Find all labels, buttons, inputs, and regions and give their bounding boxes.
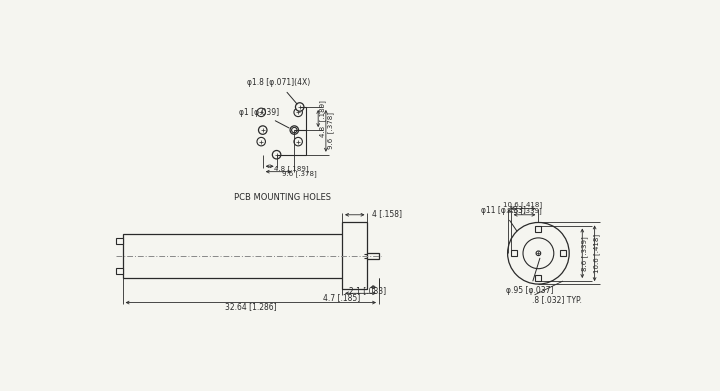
Bar [117,238,122,244]
Circle shape [523,238,554,269]
Text: φ1.8 [φ.071](4X): φ1.8 [φ.071](4X) [248,79,310,104]
Text: 4 [.158]: 4 [.158] [372,210,402,219]
Bar [117,268,122,274]
Text: φ11 [φ.433]: φ11 [φ.433] [481,206,526,231]
Bar [342,222,367,289]
Text: 8.6 [.339]: 8.6 [.339] [507,208,542,214]
Text: 8.6 [.339]: 8.6 [.339] [581,236,588,271]
Circle shape [508,222,570,284]
Circle shape [294,108,302,117]
Circle shape [536,251,541,256]
Text: 32.64 [1.286]: 32.64 [1.286] [225,302,276,311]
Circle shape [294,137,302,146]
Circle shape [295,103,304,111]
Text: 9.6 [.378]: 9.6 [.378] [282,170,317,178]
Bar [535,275,541,281]
Text: 4.7 [.185]: 4.7 [.185] [323,293,361,302]
Circle shape [272,151,281,159]
Bar [560,250,566,256]
Circle shape [258,126,267,135]
Text: φ.95 [φ.037]: φ.95 [φ.037] [506,258,554,295]
Text: PCB MOUNTING HOLES: PCB MOUNTING HOLES [234,193,331,202]
Circle shape [257,108,266,117]
Bar [122,234,357,278]
Text: 4.8 [.189]: 4.8 [.189] [274,165,308,172]
Bar [535,226,541,232]
Circle shape [292,127,297,133]
Text: 10.6 [.418]: 10.6 [.418] [593,234,600,273]
Text: 4.8  [.189]: 4.8 [.189] [320,100,326,137]
Bar [510,250,517,256]
Text: 9.6  [.378]: 9.6 [.378] [327,112,334,149]
Circle shape [257,137,266,146]
Text: .8 [.032] TYP.: .8 [.032] TYP. [532,295,582,304]
Bar [367,253,379,259]
Text: 10.6 [.418]: 10.6 [.418] [503,201,543,208]
Circle shape [290,126,299,135]
Text: 2.1 [.083]: 2.1 [.083] [349,287,386,296]
Text: φ1 [φ.039]: φ1 [φ.039] [239,108,289,128]
